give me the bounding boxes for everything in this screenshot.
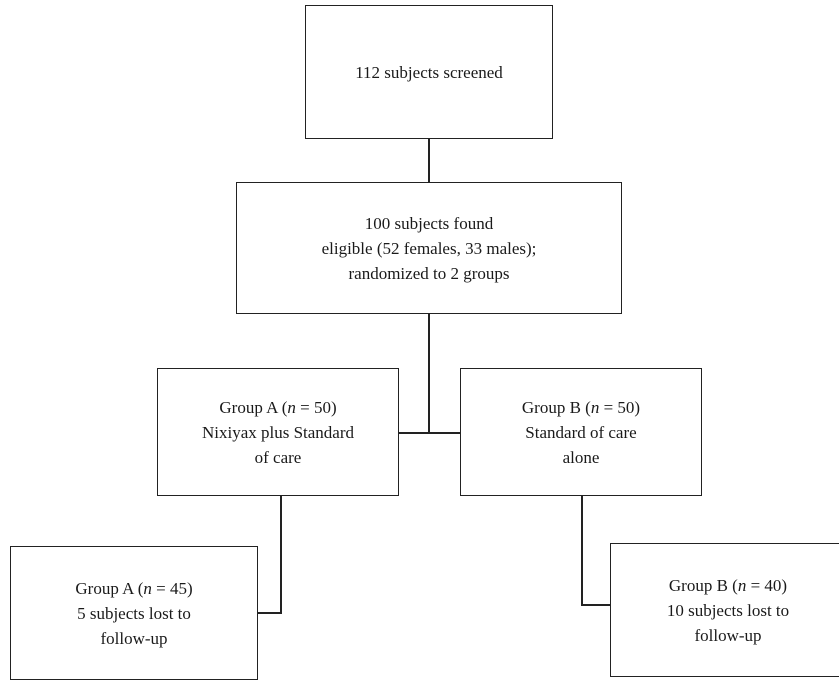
box-eligible-randomized: 100 subjects found eligible (52 females,… <box>236 182 622 314</box>
group-a-n-symbol: n <box>287 397 296 417</box>
box-group-a-final: Group A (n = 45) 5 subjects lost to foll… <box>10 546 258 680</box>
box-group-a: Group A (n = 50) Nixiyax plus Standard o… <box>157 368 399 496</box>
box-screened: 112 subjects screened <box>305 5 553 139</box>
connector-screened-to-eligible <box>428 139 430 182</box>
eligible-line-1: 100 subjects found <box>364 213 494 233</box>
connector-group-b-down <box>581 496 583 606</box>
group-a-line-3: of care <box>254 447 302 467</box>
group-a-heading: Group A (n = 50) <box>219 395 336 420</box>
group-b-line-2: Standard of care <box>525 422 637 442</box>
connector-eligible-to-split <box>428 314 430 433</box>
connector-group-a-down <box>280 496 282 614</box>
eligible-line-3: randomized to 2 groups <box>348 263 510 283</box>
group-b-final-heading: Group B (n = 40) <box>669 573 787 598</box>
connector-split-horizontal <box>399 432 460 434</box>
group-a-label: Group A ( <box>219 397 288 417</box>
group-b-n-value: = 50) <box>599 397 641 417</box>
group-a-line-2: Nixiyax plus Standard <box>201 422 355 442</box>
group-b-final-line-2: 10 subjects lost to <box>666 600 790 620</box>
group-a-final-n-symbol: n <box>143 578 152 598</box>
box-group-b: Group B (n = 50) Standard of care alone <box>460 368 702 496</box>
group-a-final-line-2: 5 subjects lost to <box>77 603 191 623</box>
group-b-n-symbol: n <box>590 397 600 417</box>
connector-group-a-to-final <box>258 612 281 614</box>
eligible-line-2: eligible (52 females, 33 males); <box>321 238 537 258</box>
group-b-label: Group B ( <box>521 397 591 417</box>
group-a-final-label: Group A ( <box>75 578 144 598</box>
group-b-final-line-3: follow-up <box>694 625 762 645</box>
group-b-final-n-symbol: n <box>737 575 747 595</box>
box-group-b-final: Group B (n = 40) 10 subjects lost to fol… <box>610 543 839 677</box>
group-b-final-label: Group B ( <box>668 575 738 595</box>
group-a-final-line-3: follow-up <box>100 628 168 648</box>
group-b-final-n-value: = 40) <box>746 575 788 595</box>
group-b-line-3: alone <box>562 447 600 467</box>
group-b-heading: Group B (n = 50) <box>522 395 640 420</box>
group-a-final-n-value: = 45) <box>151 578 193 598</box>
screened-text: 112 subjects screened <box>355 62 503 82</box>
connector-group-b-to-final <box>581 604 610 606</box>
group-a-final-heading: Group A (n = 45) <box>75 576 192 601</box>
group-a-n-value: = 50) <box>295 397 337 417</box>
